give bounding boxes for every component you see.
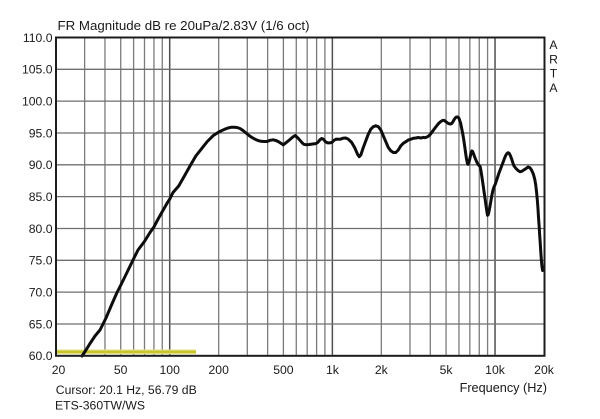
svg-text:5k: 5k — [440, 363, 454, 377]
svg-text:110.0: 110.0 — [23, 31, 53, 45]
svg-text:10k: 10k — [485, 363, 506, 377]
svg-text:200: 200 — [209, 363, 230, 377]
svg-text:A: A — [549, 81, 558, 95]
svg-text:Frequency (Hz): Frequency (Hz) — [460, 381, 547, 395]
svg-text:FR Magnitude dB re 20uPa/2.83V: FR Magnitude dB re 20uPa/2.83V (1/6 oct) — [58, 18, 310, 33]
svg-text:20k: 20k — [534, 363, 555, 377]
svg-text:100.0: 100.0 — [22, 95, 53, 109]
svg-text:105.0: 105.0 — [22, 63, 53, 77]
svg-text:500: 500 — [273, 363, 294, 377]
svg-text:100: 100 — [160, 363, 181, 377]
svg-text:70.0: 70.0 — [29, 285, 53, 299]
svg-text:A: A — [549, 38, 558, 52]
svg-text:60.0: 60.0 — [29, 349, 53, 363]
svg-text:65.0: 65.0 — [29, 317, 53, 331]
svg-text:90.0: 90.0 — [29, 158, 53, 172]
svg-text:R: R — [549, 52, 558, 66]
svg-text:85.0: 85.0 — [29, 190, 53, 204]
svg-text:1k: 1k — [326, 363, 340, 377]
svg-text:T: T — [550, 67, 558, 81]
svg-text:50: 50 — [114, 363, 128, 377]
svg-text:20: 20 — [52, 363, 66, 377]
svg-text:ETS-360TW/WS: ETS-360TW/WS — [55, 399, 145, 413]
svg-text:75.0: 75.0 — [29, 254, 53, 268]
svg-text:80.0: 80.0 — [29, 222, 53, 236]
svg-text:95.0: 95.0 — [29, 126, 53, 140]
svg-text:2k: 2k — [375, 363, 389, 377]
svg-text:Cursor: 20.1 Hz, 56.79 dB: Cursor: 20.1 Hz, 56.79 dB — [56, 383, 197, 397]
